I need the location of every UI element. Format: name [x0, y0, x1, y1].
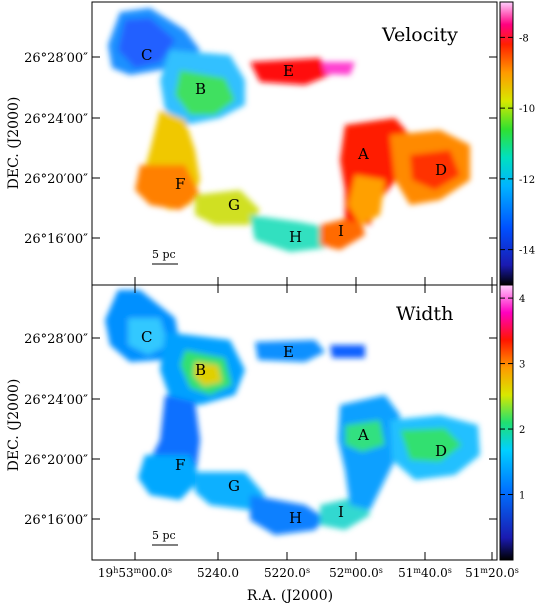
width-scale-bar-label: 5 pc [152, 529, 176, 542]
velocity-label-e: E [283, 62, 294, 80]
width-label-g: G [228, 477, 240, 495]
width-region-e-tip [330, 345, 365, 358]
x-tick-label: 5240.0 [197, 566, 239, 580]
x-tick-label: 51m40.0s [398, 566, 452, 581]
velocity-scale-bar-label: 5 pc [152, 248, 176, 261]
width-label-e: E [283, 343, 294, 361]
velocity-label-a: A [357, 145, 369, 163]
width-label-b: B [195, 361, 206, 379]
velocity-region-c-core [118, 18, 175, 68]
width-colorbar-tick-label: 3 [519, 360, 525, 371]
velocity-region-labels: C B E A D F G H I [141, 46, 447, 246]
velocity-region-d-core [410, 150, 460, 190]
width-label-c: C [141, 328, 152, 346]
x-tick-label: 5220.0s [264, 566, 310, 581]
x-ticks: 19h53m00.0s 5240.0 5220.0s 52m00.0s 51m40.0s… [98, 277, 519, 580]
velocity-colorbar-tick-label: -14 [519, 246, 535, 257]
velocity-region-b-core [175, 70, 235, 115]
width-panel: C B E A D F G H I Width 5 pc 4 3 2 1 [91, 284, 525, 561]
width-region-e [255, 340, 325, 362]
velocity-title: Velocity [381, 24, 458, 46]
velocity-y-tick-label: 26°24′00″ [24, 112, 88, 127]
width-colorbar: 4 3 2 1 [499, 284, 525, 561]
width-region-b-hot [194, 362, 222, 386]
velocity-region-f [135, 165, 200, 210]
width-region-a-core [345, 420, 385, 452]
width-region-g [195, 472, 265, 510]
width-region-d-core [400, 428, 462, 462]
velocity-label-c: C [141, 46, 152, 64]
width-colorbar-tick-label: 4 [519, 294, 525, 305]
velocity-panel: C B E A D F G H I Velocity 5 pc -8 -10 -12… [91, 1, 535, 286]
width-label-h: H [289, 509, 302, 527]
velocity-colorbar-ticks: -8 -10 -12 -14 [500, 33, 535, 257]
width-y-tick-label: 26°28′00″ [24, 332, 88, 347]
velocity-label-d: D [435, 161, 447, 179]
velocity-y-axis-label: DEC. (J2000) [6, 97, 22, 190]
velocity-region-h [250, 215, 330, 252]
width-y-tick-label: 26°24′00″ [24, 393, 88, 408]
width-label-a: A [357, 426, 369, 444]
velocity-region-a-lower [348, 175, 385, 225]
velocity-y-tick-label: 26°28′00″ [24, 51, 88, 66]
width-y-axis-label: DEC. (J2000) [6, 379, 22, 472]
velocity-region-e-tip [322, 62, 355, 75]
velocity-colorbar: -8 -10 -12 -14 [499, 1, 535, 286]
width-colorbar-tick-label: 2 [519, 425, 525, 436]
velocity-y-tick-label: 26°16′00″ [24, 232, 88, 247]
width-label-i: I [338, 503, 344, 521]
width-label-d: D [435, 442, 447, 460]
width-region-c-core [128, 318, 168, 355]
width-y-ticks: 26°28′00″ 26°24′00″ 26°20′00″ 26°16′00″ [24, 332, 497, 528]
width-region-labels: C B E A D F G H I [141, 328, 447, 527]
width-region-a [338, 395, 400, 510]
velocity-label-g: G [228, 196, 240, 214]
velocity-colorbar-ramp [499, 1, 514, 286]
velocity-y-tick-label: 26°20′00″ [24, 172, 88, 187]
velocity-label-i: I [338, 222, 344, 240]
velocity-label-f: F [175, 175, 185, 193]
width-region-h [250, 495, 325, 535]
width-map [105, 290, 480, 535]
width-label-f: F [175, 456, 185, 474]
width-colorbar-ticks: 4 3 2 1 [500, 294, 525, 502]
width-colorbar-tick-label: 1 [519, 491, 525, 502]
velocity-colorbar-tick-label: -12 [519, 175, 535, 186]
velocity-region-i [320, 215, 365, 250]
velocity-region-e [250, 58, 330, 85]
x-tick-label: 19h53m00.0s [98, 566, 172, 581]
velocity-region-g [195, 190, 260, 225]
velocity-scale-bar: 5 pc [152, 248, 178, 265]
velocity-colorbar-tick-label: -10 [519, 104, 535, 115]
velocity-y-ticks: 26°28′00″ 26°24′00″ 26°20′00″ 26°16′00″ [24, 51, 497, 247]
velocity-map [108, 8, 470, 252]
width-y-tick-label: 26°20′00″ [24, 453, 88, 468]
x-tick-label: 51m20.0s [465, 566, 519, 581]
velocity-colorbar-tick-label: -8 [519, 33, 529, 44]
width-y-tick-label: 26°16′00″ [24, 513, 88, 528]
width-colorbar-ramp [499, 284, 514, 561]
velocity-label-h: H [289, 228, 302, 246]
x-axis-label: R.A. (J2000) [247, 588, 333, 604]
width-title: Width [396, 303, 453, 325]
width-scale-bar: 5 pc [152, 529, 178, 546]
x-tick-label: 52m00.0s [329, 566, 383, 581]
width-region-f [138, 455, 200, 500]
velocity-label-b: B [195, 80, 206, 98]
